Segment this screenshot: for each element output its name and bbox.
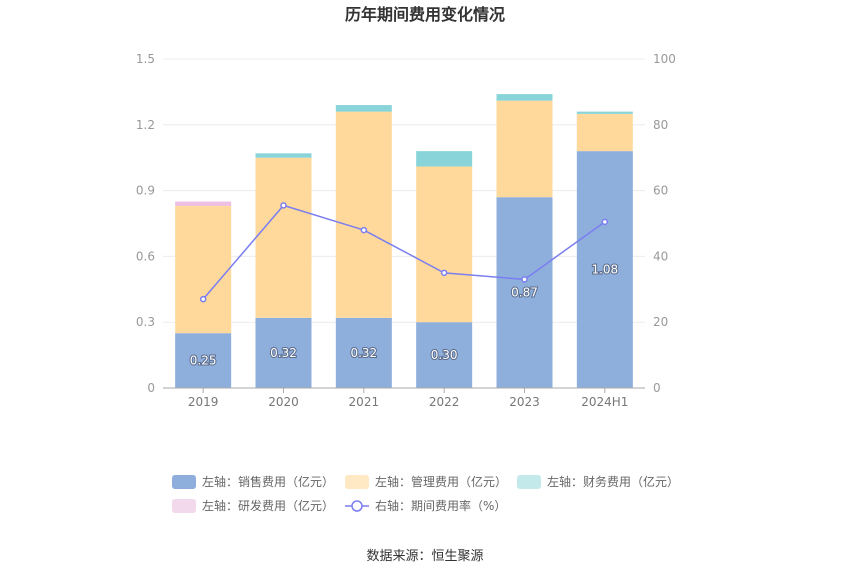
bar-value-label: 0.25 — [190, 354, 217, 368]
legend-label: 左轴：研发费用（亿元） — [202, 498, 334, 513]
legend-swatch — [517, 475, 541, 489]
bar-value-label: 1.08 — [591, 263, 618, 277]
bar-segment — [576, 111, 633, 114]
bar-segment — [175, 201, 232, 206]
legend-item[interactable]: 左轴：研发费用（亿元） — [172, 498, 334, 513]
bar-value-label: 0.87 — [511, 286, 538, 300]
legend-item[interactable]: 左轴：销售费用（亿元） — [172, 474, 334, 489]
x-tick-label: 2019 — [188, 395, 219, 409]
bar-segment — [496, 94, 553, 101]
legend-swatch — [172, 475, 196, 489]
bar-value-label: 0.32 — [270, 346, 297, 360]
left-tick-label: 0.9 — [136, 184, 155, 198]
source-note: 数据来源：恒生聚源 — [366, 549, 483, 564]
right-tick-label: 0 — [653, 381, 661, 395]
right-axis-ticks: 0 20 40 60 80 100 — [653, 52, 676, 395]
chart-title: 历年期间费用变化情况 — [345, 5, 505, 24]
legend-label: 右轴：期间费用率（%） — [375, 498, 506, 513]
rate-point — [601, 218, 609, 226]
legend-label: 左轴：财务费用（亿元） — [547, 474, 679, 489]
x-tick-label: 2020 — [268, 395, 299, 409]
bar-segment — [255, 317, 312, 388]
legend-label: 左轴：管理费用（亿元） — [375, 474, 507, 489]
bar-segment — [335, 105, 392, 112]
left-axis-ticks: 0 0.3 0.6 0.9 1.2 1.5 — [136, 52, 155, 395]
legend[interactable]: 左轴：销售费用（亿元） 左轴：管理费用（亿元） 左轴：财务费用（亿元） 左轴：研发费用… — [172, 474, 679, 513]
right-tick-label: 20 — [653, 315, 668, 329]
rate-line — [199, 202, 609, 303]
bar-segment — [255, 153, 312, 158]
bar-segment — [255, 157, 312, 318]
bar-labels: 0.25 0.32 0.32 0.30 0.87 1.08 — [189, 262, 619, 369]
rate-point — [521, 276, 528, 283]
bar-segment — [576, 113, 633, 152]
bar-segment — [416, 166, 473, 323]
rate-point — [440, 269, 448, 277]
x-tick-label: 2021 — [349, 395, 380, 409]
bars — [175, 94, 633, 388]
left-tick-label: 0 — [147, 381, 155, 395]
bar-value-label: 0.32 — [350, 346, 377, 360]
right-tick-label: 80 — [653, 118, 668, 132]
bar-segment — [576, 151, 633, 388]
legend-swatch — [172, 499, 196, 513]
left-tick-label: 0.6 — [136, 249, 155, 263]
legend-item[interactable]: 左轴：财务费用（亿元） — [517, 474, 679, 489]
bar-segment — [335, 317, 392, 388]
bar-segment — [496, 197, 553, 388]
bar-segment — [416, 151, 473, 167]
legend-swatch — [345, 475, 369, 489]
bar-segment — [175, 333, 232, 388]
rate-point — [199, 295, 207, 303]
legend-point-swatch — [351, 500, 363, 512]
left-tick-label: 0.3 — [136, 315, 155, 329]
rate-point — [280, 202, 287, 209]
legend-item[interactable]: 右轴：期间费用率（%） — [345, 498, 506, 513]
right-tick-label: 60 — [653, 184, 668, 198]
grid-lines — [163, 58, 645, 389]
x-axis: 2019 2020 2021 2022 2023 2024H1 — [163, 387, 645, 409]
bar-segment — [175, 205, 232, 334]
left-tick-label: 1.2 — [136, 118, 155, 132]
bar-segment — [416, 322, 473, 388]
right-tick-label: 40 — [653, 249, 668, 263]
legend-label: 左轴：销售费用（亿元） — [202, 474, 334, 489]
bar-value-label: 0.30 — [431, 348, 458, 362]
left-tick-label: 1.5 — [136, 52, 155, 66]
legend-item[interactable]: 左轴：管理费用（亿元） — [345, 474, 507, 489]
x-tick-label: 2022 — [429, 395, 460, 409]
right-tick-label: 100 — [653, 52, 676, 66]
rate-line-path — [202, 204, 606, 300]
rate-point — [360, 226, 368, 234]
bar-segment — [335, 111, 392, 318]
x-tick-label: 2023 — [509, 395, 540, 409]
bar-segment — [496, 100, 553, 198]
x-tick-label: 2024H1 — [581, 395, 628, 409]
